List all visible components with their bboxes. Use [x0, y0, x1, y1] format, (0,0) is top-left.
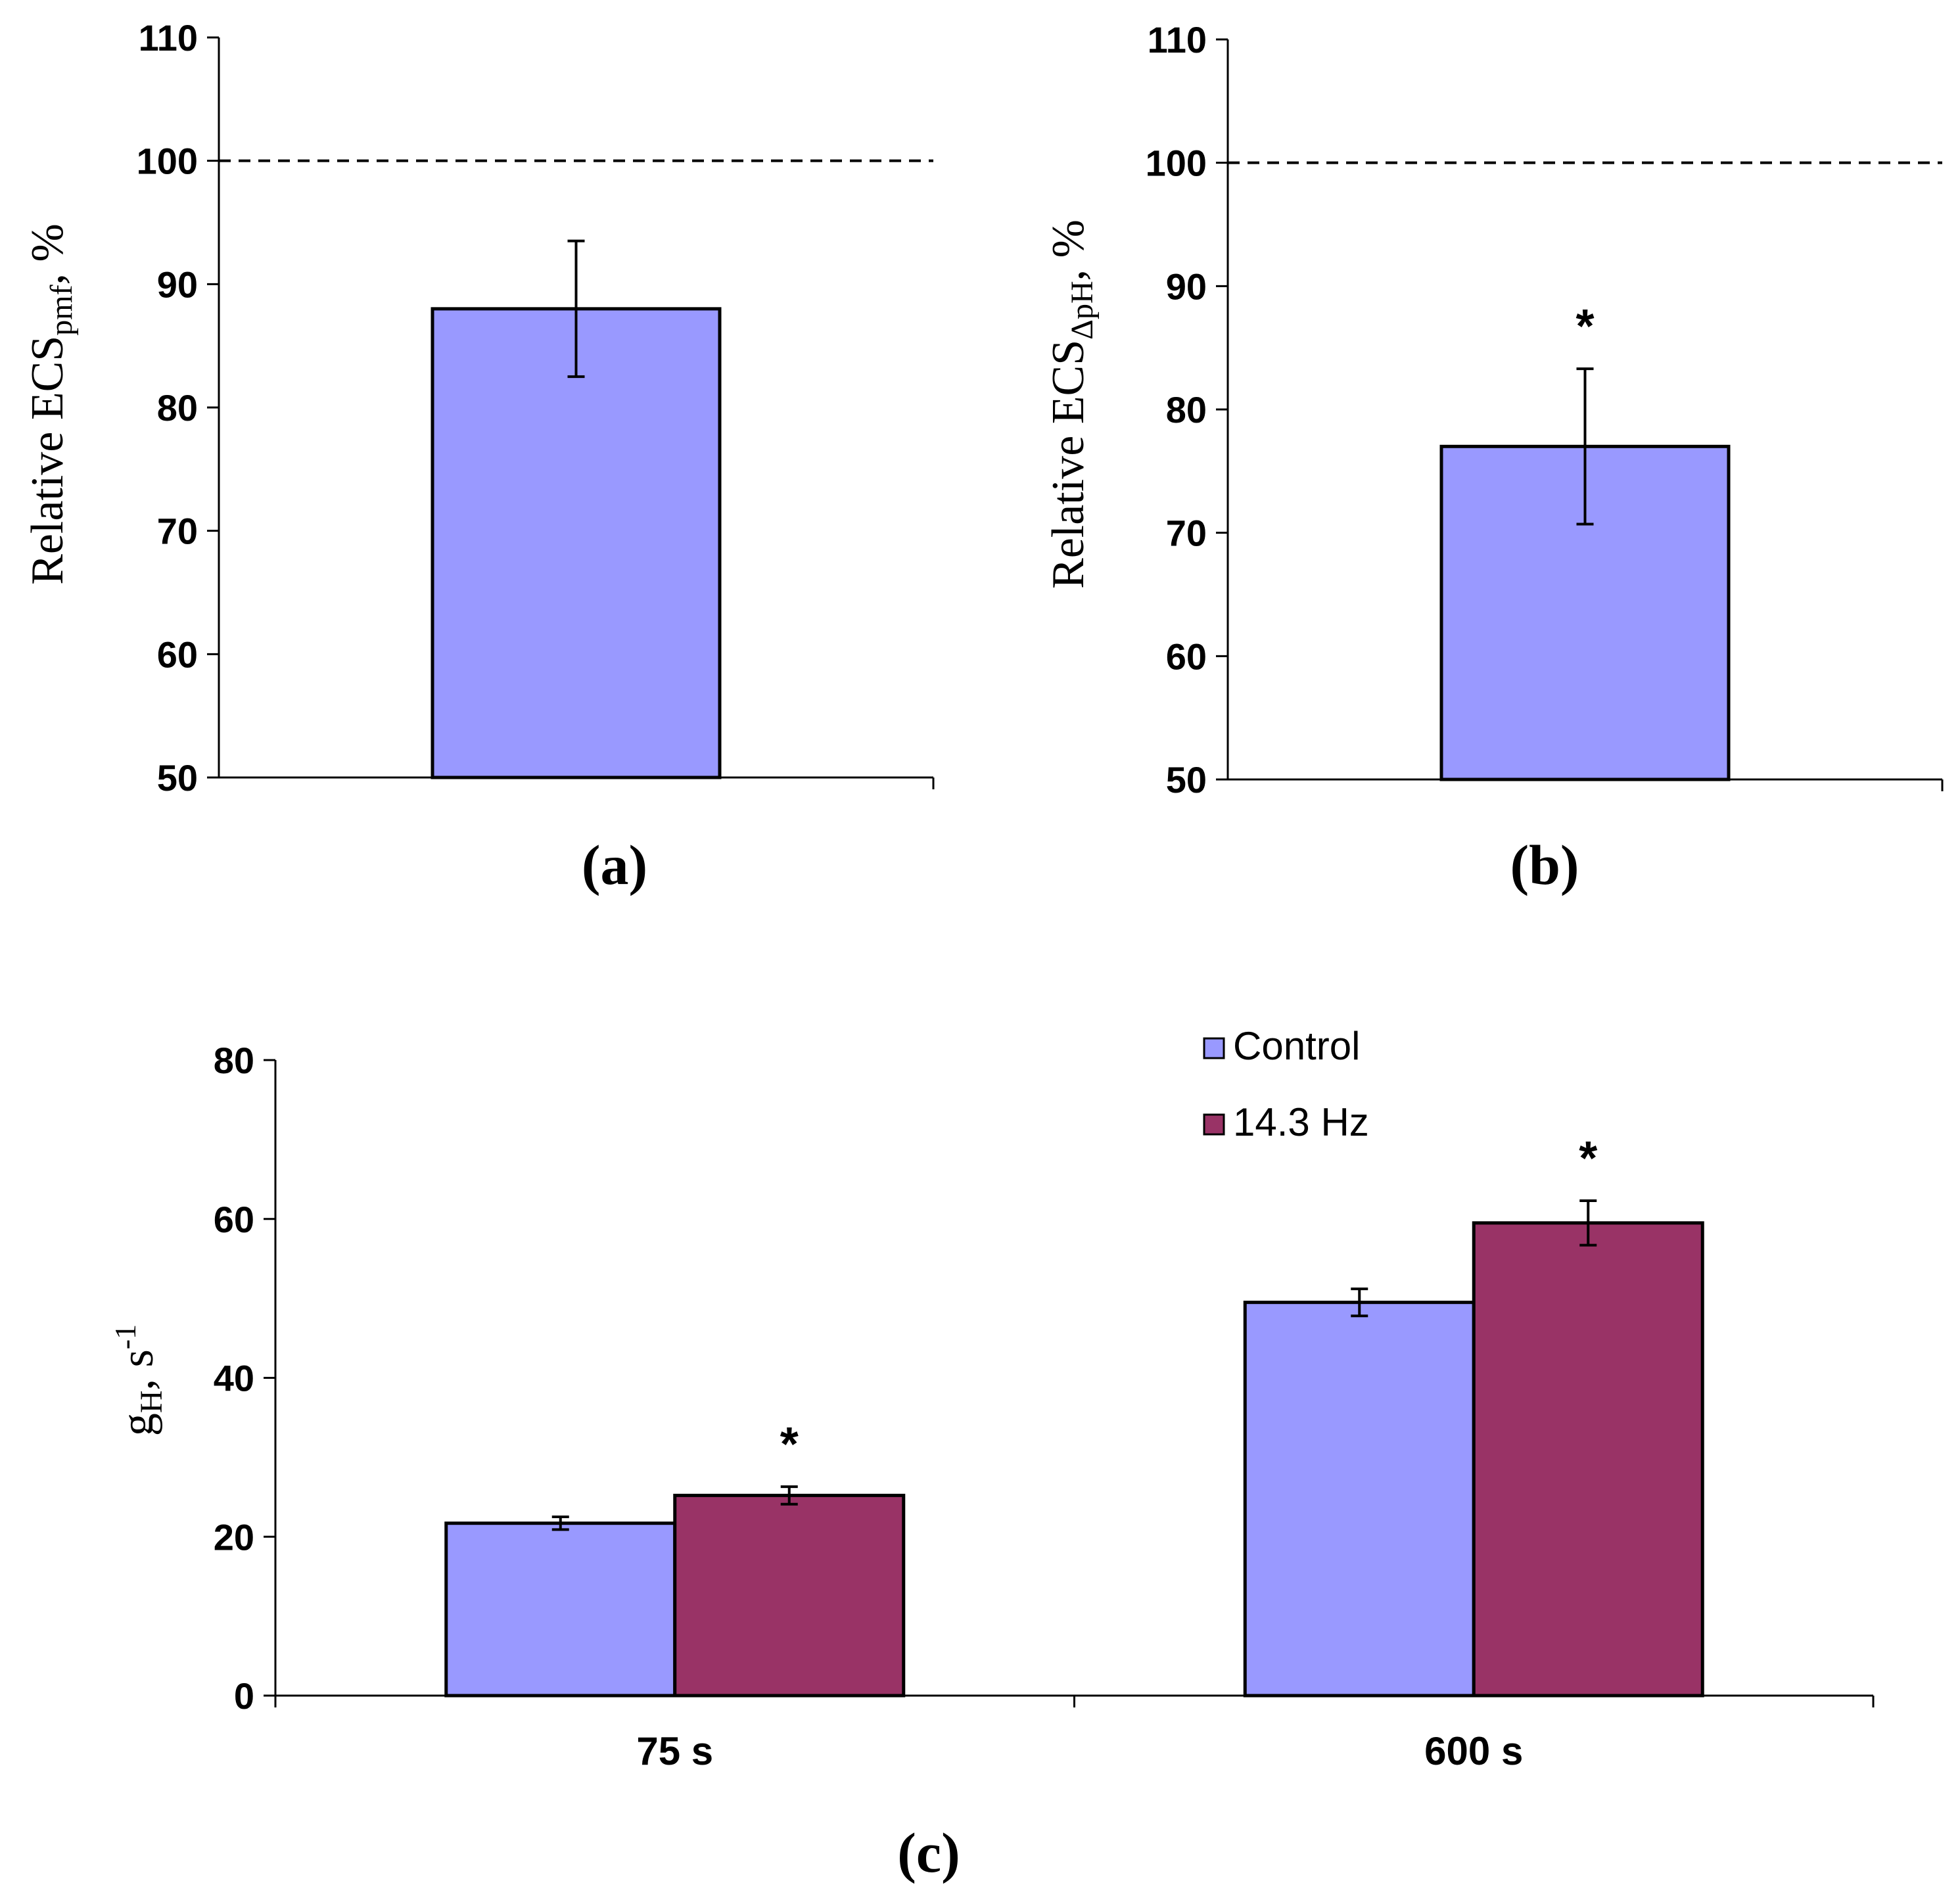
panel-label: (b) — [1510, 833, 1579, 896]
legend-label: Control — [1233, 1024, 1360, 1068]
y-tick-label: 50 — [157, 757, 198, 799]
x-tick-label: 600 s — [1424, 1729, 1523, 1773]
y-tick-label: 80 — [214, 1040, 254, 1081]
y-tick-label: 60 — [157, 634, 198, 675]
y-tick-label: 90 — [1166, 266, 1207, 307]
y-tick-label: 60 — [214, 1199, 254, 1240]
significance-star: * — [1579, 1132, 1597, 1185]
y-axis-label-sub: pmf — [44, 285, 79, 335]
significance-star: * — [1575, 300, 1594, 353]
y-axis-label-sub: H — [134, 1390, 169, 1413]
y-tick-label: 100 — [137, 141, 198, 182]
y-axis-label-sub: ΔpH — [1065, 281, 1100, 340]
y-axis-label-tail: , s — [112, 1349, 163, 1390]
bar-c-14-3-hz-0 — [673, 1493, 906, 1698]
y-tick-label: 70 — [157, 511, 198, 552]
y-tick-label: 40 — [214, 1358, 254, 1399]
legend-label: 14.3 Hz — [1233, 1100, 1369, 1144]
y-axis-label-main: Relative ECS — [1043, 340, 1094, 589]
bar-c-control-1 — [1243, 1301, 1476, 1698]
y-tick-label: 70 — [1166, 513, 1207, 554]
y-axis-label-main: Relative ECS — [22, 336, 73, 585]
y-tick-label: 20 — [214, 1516, 254, 1558]
significance-star: * — [780, 1418, 799, 1471]
y-axis-label-main: g — [112, 1413, 163, 1436]
y-tick-label: 110 — [1148, 19, 1207, 60]
bar-c-control-0 — [444, 1521, 677, 1698]
y-axis-label-tail: , % — [1043, 220, 1094, 281]
y-tick-label: 100 — [1146, 143, 1207, 184]
legend-swatch-treated — [1203, 1113, 1225, 1136]
y-tick-label: 90 — [157, 264, 198, 305]
bar-a-0 — [431, 307, 722, 779]
panel-label: (c) — [897, 1821, 960, 1884]
chart-c: 0 20 40 60 80 75 s 600 s * * gH, s-1 (c) Control 14.… — [108, 1024, 1875, 1884]
y-axis-label: gH, s-1 — [108, 1324, 169, 1436]
y-axis-label: Relative ECSpmf, % — [22, 223, 79, 585]
y-tick-label: 80 — [157, 387, 198, 429]
chart-b: 50 60 70 80 90 100 110 * Relative ECSΔpH, % (b) — [1043, 19, 1944, 896]
y-tick-label: 60 — [1166, 636, 1207, 677]
y-tick-label: 110 — [139, 17, 198, 58]
panel-label: (a) — [582, 833, 647, 896]
x-tick-label: 75 s — [636, 1729, 713, 1773]
y-tick-label: 50 — [1166, 759, 1207, 800]
legend-swatch-control — [1203, 1037, 1225, 1059]
legend: Control 14.3 Hz — [1203, 1024, 1369, 1144]
y-tick-label: 80 — [1166, 389, 1207, 430]
y-axis-label: Relative ECSΔpH, % — [1043, 220, 1100, 589]
y-axis-label-sup: -1 — [108, 1324, 142, 1349]
chart-a: 50 60 70 80 90 100 110 Relative ECSpmf, % (a) — [22, 17, 935, 896]
bar-c-14-3-hz-1 — [1472, 1221, 1704, 1698]
y-tick-label: 0 — [234, 1675, 254, 1717]
y-axis-label-tail: , % — [22, 223, 73, 285]
